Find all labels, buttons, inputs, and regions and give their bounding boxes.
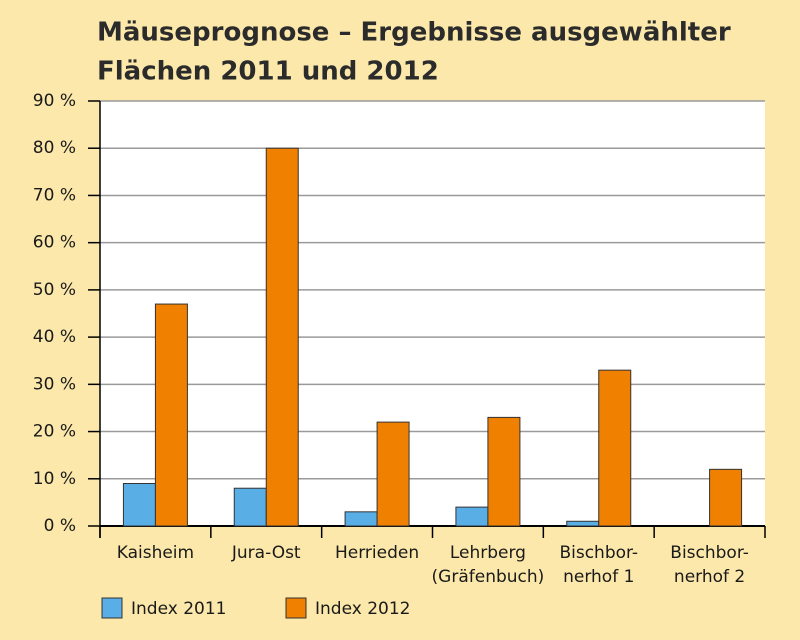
x-tick-label: Lehrberg: [450, 543, 526, 563]
bar: [487, 416, 521, 527]
bar: [154, 303, 188, 527]
bar: [122, 483, 156, 527]
legend-label: Index 2011: [131, 599, 226, 619]
y-tick-label: 80 %: [33, 138, 76, 158]
bar: [709, 468, 743, 527]
y-tick-label: 30 %: [33, 374, 76, 394]
y-tick-label: 50 %: [33, 280, 76, 300]
bar: [233, 487, 267, 527]
y-tick-label: 40 %: [33, 327, 76, 347]
x-tick-label: Kaisheim: [117, 543, 194, 563]
x-tick-label: Herrieden: [335, 543, 419, 563]
x-tick-label: Jura-Ost: [231, 543, 301, 563]
bar: [598, 369, 632, 527]
plot-area: [100, 101, 765, 526]
x-tick-label: nerhof 1: [563, 567, 634, 587]
x-tick-label: nerhof 2: [674, 567, 745, 587]
y-tick-label: 0 %: [44, 516, 76, 536]
y-tick-label: 70 %: [33, 185, 76, 205]
legend-label: Index 2012: [315, 599, 410, 619]
bar: [455, 506, 489, 527]
bar: [566, 520, 600, 527]
y-tick-label: 90 %: [33, 91, 76, 111]
y-tick-label: 20 %: [33, 422, 76, 442]
legend-swatch: [285, 597, 307, 619]
chart-title: Mäuseprognose – Ergebnisse ausgewählter: [97, 18, 731, 48]
x-tick-label: Bischbor-: [559, 543, 638, 563]
chart-title: Flächen 2011 und 2012: [97, 57, 439, 87]
x-tick-label: Bischbor-: [670, 543, 749, 563]
x-tick-label: (Gräfenbuch): [432, 567, 545, 587]
bar: [344, 511, 378, 527]
legend-swatch: [101, 597, 123, 619]
y-tick-label: 60 %: [33, 233, 76, 253]
bar: [376, 421, 410, 527]
y-tick-label: 10 %: [33, 469, 76, 489]
bar: [265, 147, 299, 527]
